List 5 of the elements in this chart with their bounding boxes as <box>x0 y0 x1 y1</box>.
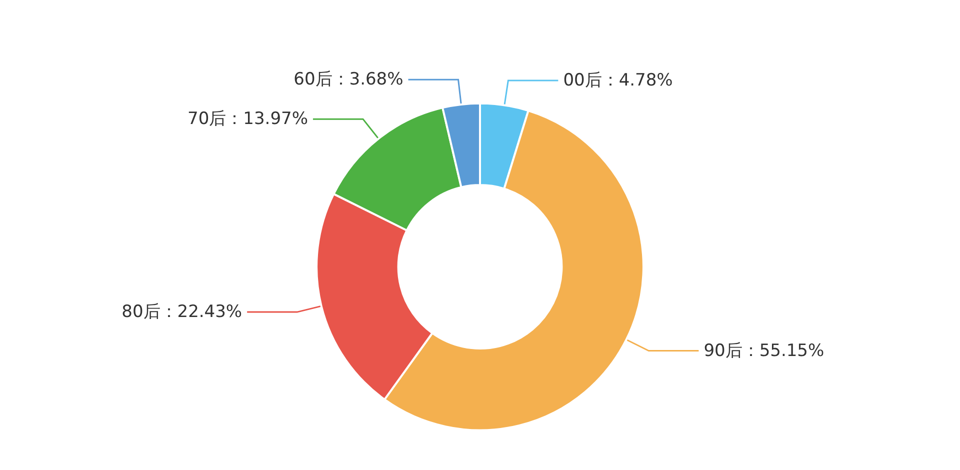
slice-label: 00后：4.78% <box>563 70 673 90</box>
slice-label: 60后：3.68% <box>294 70 404 90</box>
slice-label: 80后：22.43% <box>122 302 242 322</box>
slice-label: 70后：13.97% <box>188 109 308 130</box>
slice-label: 90后：55.15% <box>704 340 824 361</box>
